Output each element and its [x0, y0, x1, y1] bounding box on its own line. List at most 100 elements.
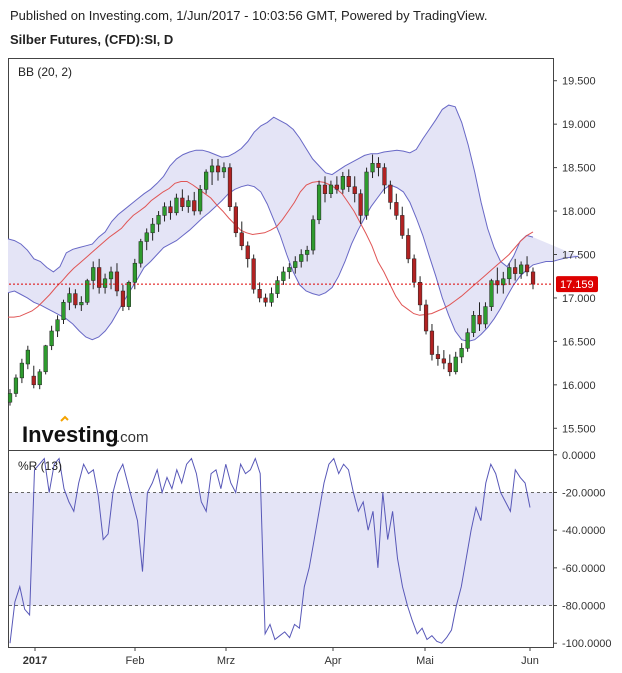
- williams-r-line: [9, 457, 531, 644]
- candle-body: [114, 271, 120, 292]
- price-tick-label: 16.500: [562, 336, 596, 348]
- price-tick-label: 18.500: [562, 163, 596, 175]
- time-tick-label: 2017: [23, 655, 47, 667]
- candle-body: [251, 258, 256, 290]
- candle-body: [97, 267, 102, 288]
- candle-body: [299, 254, 304, 262]
- candle-body: [328, 184, 334, 194]
- logo-suffix: .com: [116, 429, 149, 446]
- candle-body: [144, 232, 149, 242]
- candle-body: [174, 197, 179, 214]
- candle-body: [138, 241, 143, 264]
- candle-body: [453, 356, 458, 373]
- wr-zone-fill: [9, 492, 553, 606]
- williams-r-panel: %R (13) 0.0000 -20.0000 -40.0000 -60.0000 -8…: [8, 450, 612, 650]
- wr-tick-label: -40.0000: [562, 525, 605, 537]
- candle-body: [43, 345, 48, 373]
- candle-body: [257, 289, 262, 299]
- candle-body: [305, 249, 310, 255]
- candle-body: [459, 348, 464, 358]
- time-tick-label: Mrz: [217, 655, 235, 667]
- last-price-value: 17.159: [560, 279, 594, 291]
- candle-body: [530, 271, 536, 285]
- candle-body: [376, 163, 381, 168]
- candle-body: [13, 377, 19, 394]
- candle-body: [61, 302, 66, 320]
- candle-body: [150, 223, 155, 234]
- candle-body: [465, 332, 470, 349]
- candle-body: [49, 330, 54, 347]
- candle-body: [471, 315, 476, 333]
- candle-body: [477, 315, 482, 325]
- candle-body: [382, 167, 387, 186]
- candle-body: [501, 278, 506, 286]
- candle-body: [483, 306, 488, 325]
- candle-body: [239, 232, 244, 247]
- candle-body: [156, 215, 161, 225]
- candle-body: [25, 349, 30, 365]
- candle-body: [31, 375, 36, 386]
- time-tick-label: Mai: [416, 655, 434, 667]
- candle-body: [406, 235, 411, 260]
- candle-body: [221, 167, 227, 173]
- candle-body: [108, 271, 114, 280]
- candle-body: [322, 184, 328, 194]
- candle-body: [269, 293, 274, 303]
- price-tick-label: 18.000: [562, 206, 596, 218]
- price-tick-label: 15.500: [562, 423, 596, 435]
- bollinger-lower-line: [7, 184, 579, 342]
- candle-body: [204, 171, 209, 190]
- wr-tick-label: -80.0000: [562, 601, 605, 613]
- candle-body: [227, 167, 233, 207]
- candle-body: [120, 290, 126, 307]
- candlestick-series: [7, 154, 536, 406]
- wr-indicator-label: %R (13): [18, 459, 62, 473]
- candle-body: [233, 206, 238, 234]
- candle-body: [340, 176, 345, 190]
- candle-body: [519, 264, 524, 274]
- candle-body: [513, 267, 518, 274]
- candle-body: [85, 280, 90, 303]
- candle-body: [275, 280, 280, 294]
- candle-body: [364, 171, 369, 216]
- candle-body: [388, 184, 393, 203]
- candle-body: [79, 302, 84, 306]
- candle-body: [358, 193, 363, 216]
- candle-body: [209, 165, 215, 173]
- candle-body: [91, 267, 96, 281]
- candle-body: [495, 280, 500, 286]
- candle-body: [412, 258, 417, 283]
- candle-body: [37, 371, 42, 386]
- time-tick-label: Jun: [521, 655, 539, 667]
- candle-body: [489, 280, 494, 307]
- candle-body: [180, 197, 185, 207]
- candle-body: [281, 271, 286, 281]
- logo-swoosh-icon: [60, 415, 69, 422]
- last-price-badge-bg: [556, 276, 598, 293]
- candle-body: [316, 184, 322, 221]
- price-tick-label: 19.000: [562, 119, 596, 131]
- candle-body: [162, 206, 167, 216]
- candle-body: [287, 267, 292, 273]
- candle-body: [186, 200, 191, 207]
- candle-body: [435, 354, 441, 359]
- candle-body: [346, 176, 351, 187]
- candle-body: [168, 206, 173, 214]
- time-tick-label: Feb: [126, 655, 145, 667]
- candle-body: [394, 202, 399, 216]
- candle-body: [7, 393, 13, 403]
- candle-body: [441, 358, 446, 364]
- logo-wordmark: Investing: [22, 422, 119, 447]
- candle-body: [102, 278, 108, 288]
- candle-body: [334, 184, 339, 190]
- candle-body: [263, 297, 268, 303]
- wr-tick-label: -100.0000: [562, 638, 612, 650]
- candle-body: [192, 200, 197, 212]
- candle-body: [55, 319, 60, 332]
- candle-body: [215, 165, 221, 173]
- bollinger-upper-line: [7, 104, 534, 273]
- candle-body: [400, 215, 405, 236]
- candle-body: [447, 362, 452, 373]
- bollinger-basis-line: [8, 180, 534, 318]
